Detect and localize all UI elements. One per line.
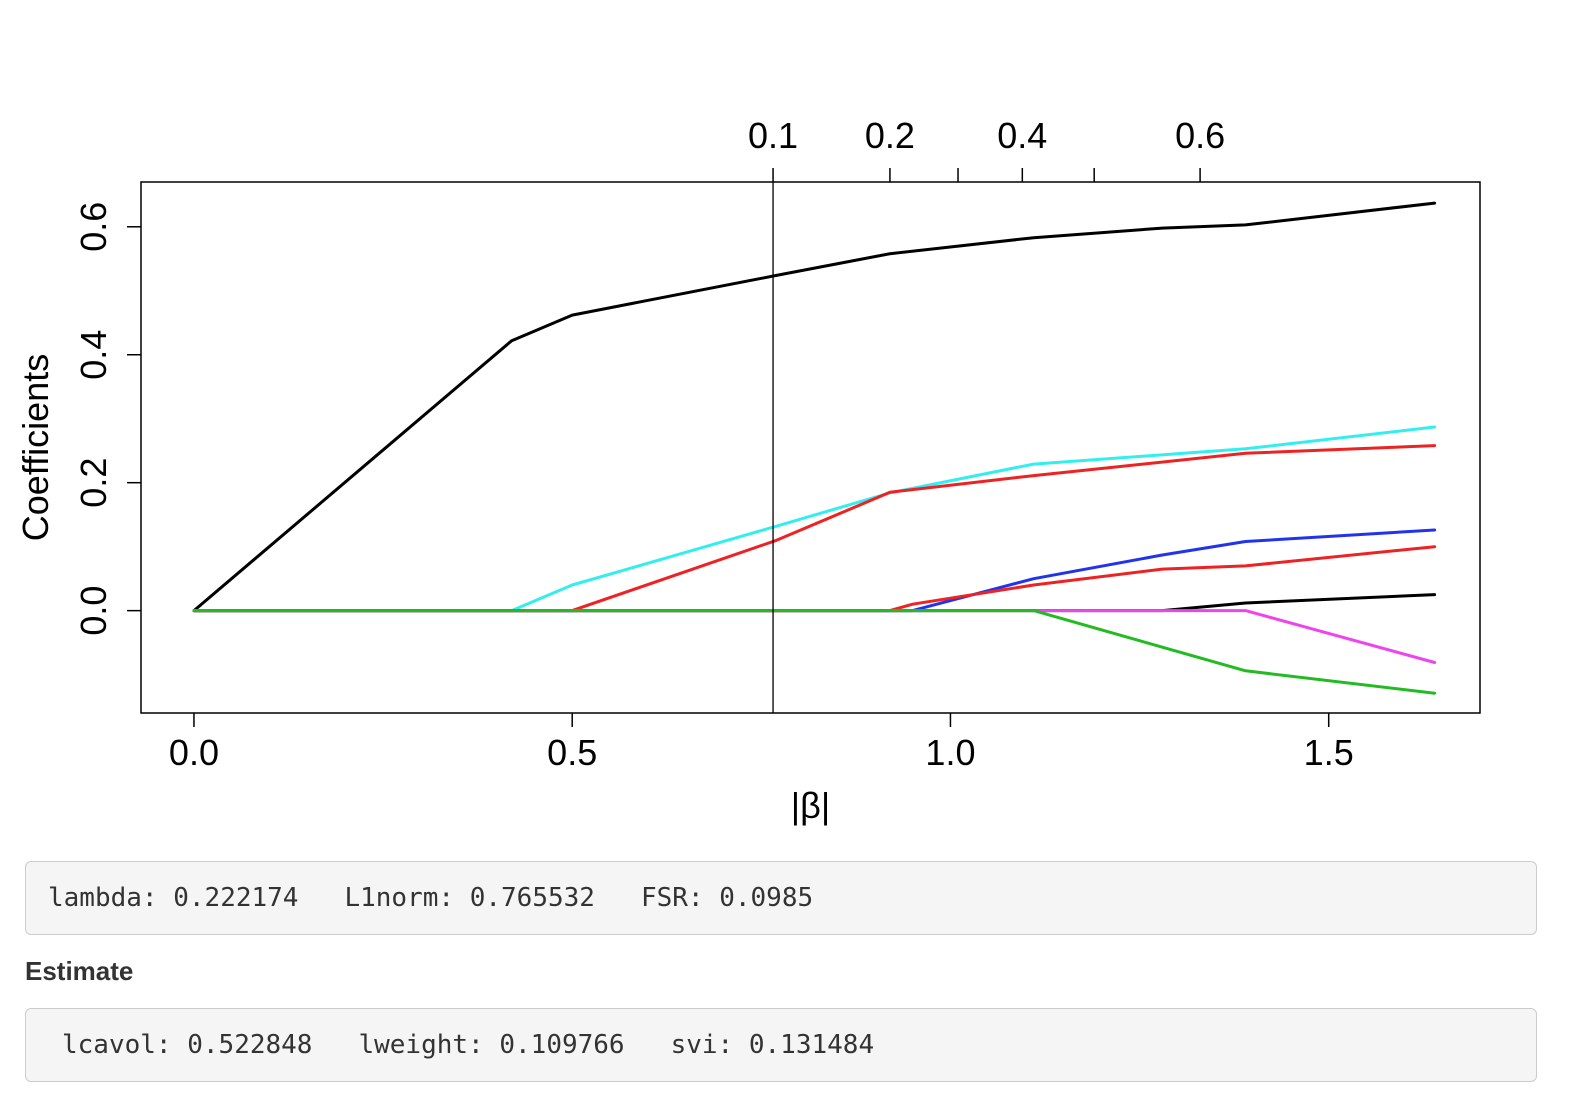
lcavol-label: lcavol: — [62, 1030, 172, 1060]
lambda-readout: lambda: 0.222174 — [48, 883, 298, 913]
lweight-label: lweight: — [358, 1030, 484, 1060]
lambda-label: lambda: — [48, 883, 158, 913]
series-line-2 — [192, 425, 1437, 613]
svi-label: svi: — [670, 1030, 734, 1060]
series-line-1 — [192, 201, 1437, 613]
series-line-3 — [192, 444, 1437, 613]
y-axis-title: Coefficients — [15, 354, 56, 541]
y-tick-label: 0.4 — [73, 330, 114, 380]
lcavol-readout: lcavol: 0.522848 — [62, 1030, 312, 1060]
top-tick-label: 0.4 — [997, 115, 1047, 156]
fsr-readout: FSR: 0.0985 — [641, 883, 813, 913]
lweight-value: 0.109766 — [499, 1030, 625, 1060]
y-tick-label: 0.2 — [73, 458, 114, 508]
l1norm-value: 0.765532 — [469, 883, 595, 913]
coefficient-path-plot: 0.0 0.5 1.0 1.5 0.0 0.2 0.4 0.6 0.1 0.2 0.4 0.6 |β|… — [15, 115, 1481, 826]
x-tick-label: 0.5 — [547, 732, 597, 773]
x-tick-label: 1.0 — [925, 732, 975, 773]
estimate-heading: Estimate — [25, 956, 134, 986]
top-tick-label: 0.1 — [748, 115, 798, 156]
series-line-8 — [192, 609, 1437, 695]
x-axis-title: |β| — [791, 785, 830, 826]
x-tick-label: 0.0 — [169, 732, 219, 773]
x-tick-label: 1.5 — [1304, 732, 1354, 773]
lcavol-value: 0.522848 — [187, 1030, 313, 1060]
series-line-6 — [192, 593, 1437, 613]
y-tick-label: 0.6 — [73, 202, 114, 252]
plot-frame — [140, 181, 1481, 714]
y-tick-label: 0.0 — [73, 586, 114, 636]
lambda-value: 0.222174 — [173, 883, 299, 913]
axes: 0.0 0.5 1.0 1.5 0.0 0.2 0.4 0.6 0.1 0.2 0.4 0.6 — [73, 115, 1354, 773]
lweight-readout: lweight: 0.109766 — [358, 1030, 624, 1060]
svi-readout: svi: 0.131484 — [671, 1030, 875, 1060]
estimate-output: lcavol: 0.522848 lweight: 0.109766 svi: … — [25, 1008, 1537, 1082]
svi-value: 0.131484 — [748, 1030, 875, 1060]
top-tick-label: 0.6 — [1175, 115, 1225, 156]
l1norm-label: L1norm: — [344, 883, 455, 913]
fsr-label: FSR: — [640, 883, 704, 913]
series-line-7 — [192, 609, 1437, 664]
top-tick-label: 0.2 — [865, 115, 915, 156]
series-line-4 — [192, 528, 1437, 613]
l1norm-readout: L1norm: 0.765532 — [344, 883, 594, 913]
summary-output: lambda: 0.222174 L1norm: 0.765532 FSR: 0… — [25, 861, 1537, 935]
series-lines — [192, 201, 1437, 695]
fsr-value: 0.0985 — [719, 883, 814, 913]
series-line-5 — [192, 545, 1437, 613]
